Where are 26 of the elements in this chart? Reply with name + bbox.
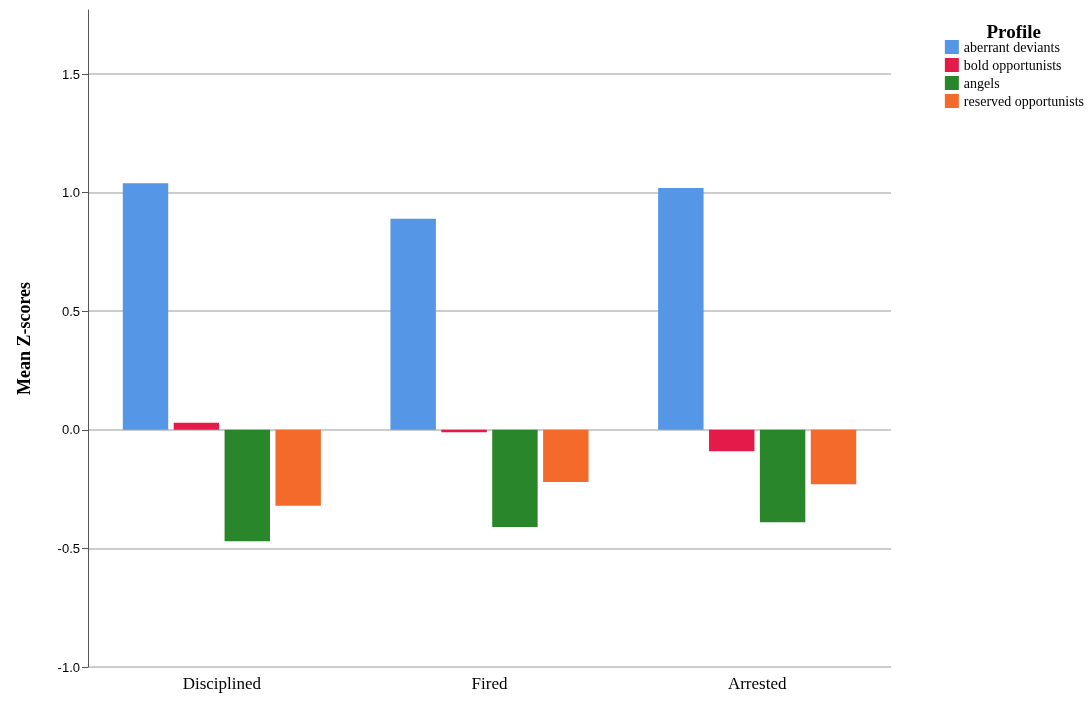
bar [390, 218, 436, 430]
bar [543, 429, 589, 482]
legend-label: bold opportunists [963, 57, 1062, 73]
legend-label: angels [963, 75, 1000, 91]
legend-label: reserved opportunists [963, 93, 1085, 109]
bar [658, 187, 704, 430]
bar [492, 429, 538, 528]
x-tick-label: Arrested [727, 674, 787, 693]
y-tick-label: 0.0 [61, 422, 80, 438]
bar [173, 422, 220, 430]
y-tick-label: -0.5 [57, 540, 80, 556]
bar [275, 429, 321, 506]
x-tick-label: Disciplined [182, 674, 262, 693]
y-tick-label: -1.0 [57, 659, 80, 675]
bar [759, 429, 806, 523]
bar [709, 429, 755, 452]
legend-label: aberrant deviants [963, 39, 1060, 55]
y-tick-label: 1.0 [61, 185, 80, 201]
y-tick-label: 1.5 [61, 66, 80, 82]
y-tick-label: 0.5 [61, 303, 80, 319]
bar [810, 429, 857, 485]
x-tick-label: Fired [471, 674, 508, 693]
y-axis-title: Mean Z-scores [14, 281, 34, 396]
legend-title: Profile [986, 21, 1041, 42]
bar [224, 429, 270, 542]
bar [122, 183, 169, 430]
